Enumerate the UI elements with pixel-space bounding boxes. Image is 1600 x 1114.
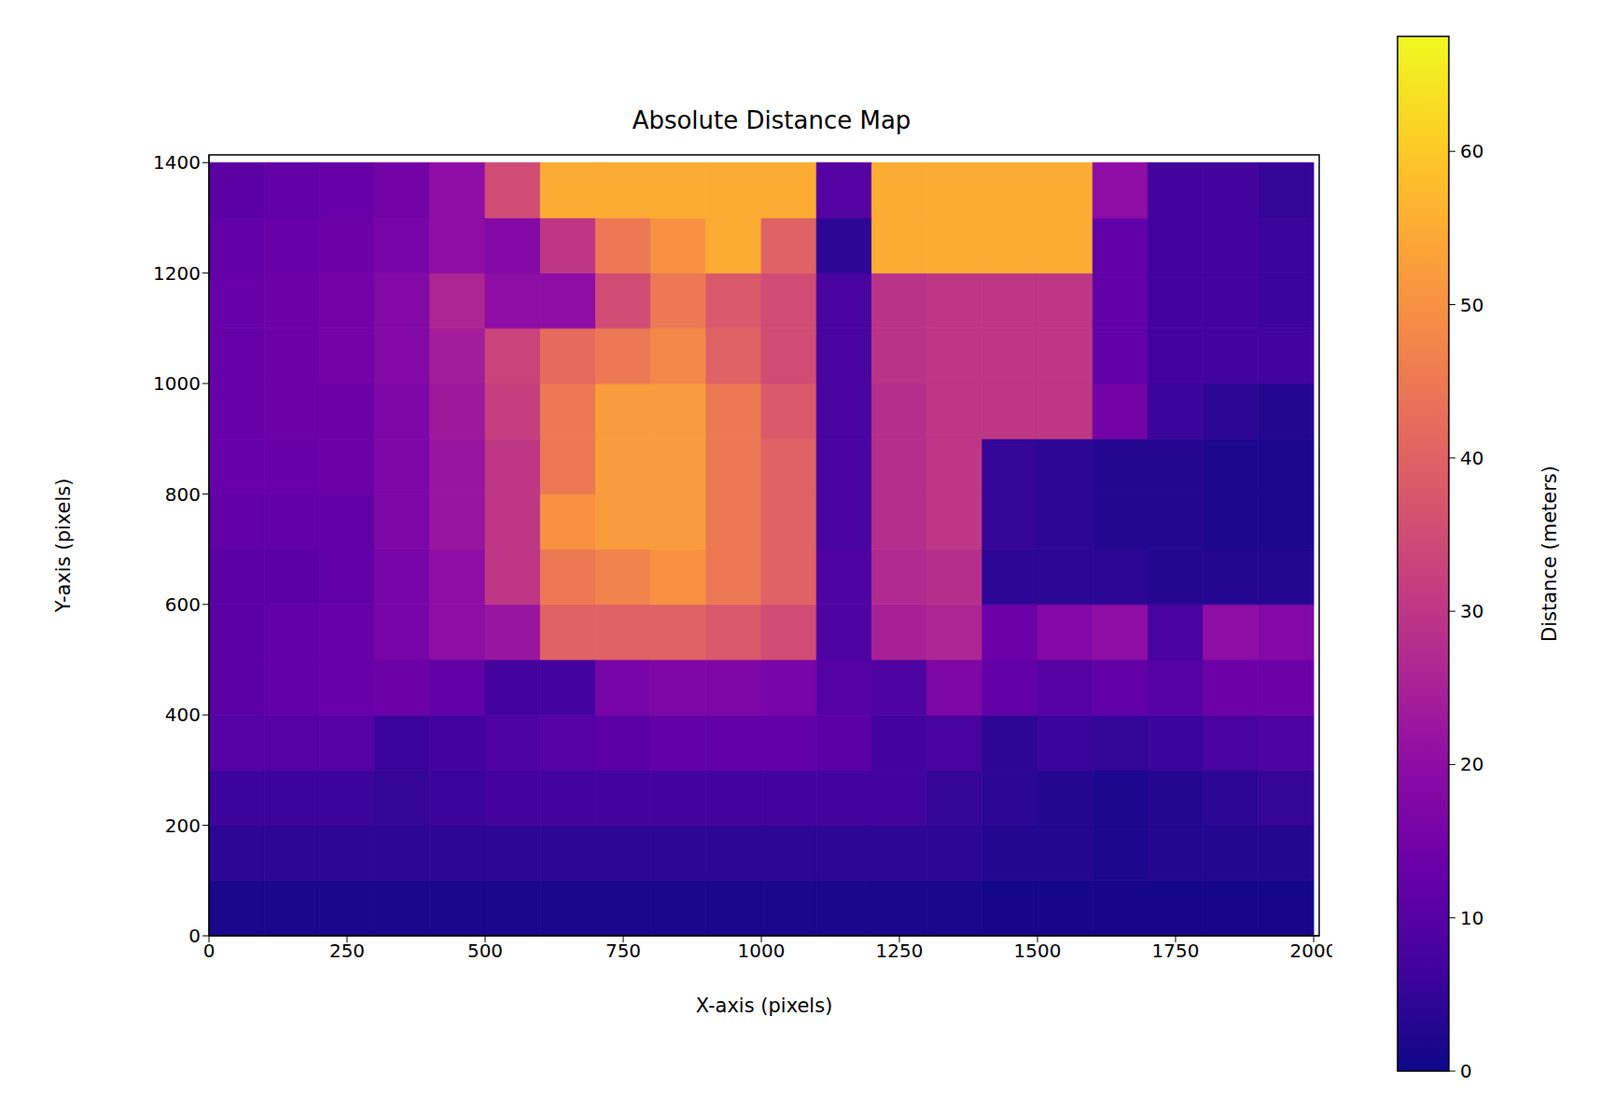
svg-text:Y-axis (pixels): Y-axis (pixels) xyxy=(52,478,75,614)
svg-text:800: 800 xyxy=(165,483,201,506)
svg-text:1200: 1200 xyxy=(153,262,201,285)
svg-text:1250: 1250 xyxy=(876,939,924,962)
svg-text:200: 200 xyxy=(165,814,201,837)
svg-text:0: 0 xyxy=(203,939,216,962)
svg-text:X-axis (pixels): X-axis (pixels) xyxy=(695,994,834,1017)
svg-text:750: 750 xyxy=(605,939,641,962)
svg-text:10: 10 xyxy=(1460,906,1484,930)
svg-text:1000: 1000 xyxy=(737,939,786,962)
svg-text:500: 500 xyxy=(467,939,503,962)
html-text:Absolute Distance Map: Absolute Distance Map xyxy=(632,106,911,135)
svg-text:0: 0 xyxy=(188,924,201,947)
svg-text:1000: 1000 xyxy=(153,372,201,395)
svg-text:1400: 1400 xyxy=(153,151,201,174)
svg-text:250: 250 xyxy=(329,939,365,962)
svg-text:Distance (meters): Distance (meters) xyxy=(1538,465,1561,642)
svg-text:600: 600 xyxy=(165,593,201,616)
svg-text:40: 40 xyxy=(1460,446,1484,470)
svg-text:2000: 2000 xyxy=(1290,939,1333,962)
svg-text:1750: 1750 xyxy=(1152,939,1200,962)
svg-text:50: 50 xyxy=(1460,293,1484,317)
svg-text:60: 60 xyxy=(1460,139,1484,163)
svg-text:1500: 1500 xyxy=(1014,939,1062,962)
svg-text:20: 20 xyxy=(1460,752,1484,776)
svg-text:400: 400 xyxy=(165,703,201,726)
svg-text:0: 0 xyxy=(1460,1059,1473,1083)
svg-text:30: 30 xyxy=(1460,599,1484,623)
